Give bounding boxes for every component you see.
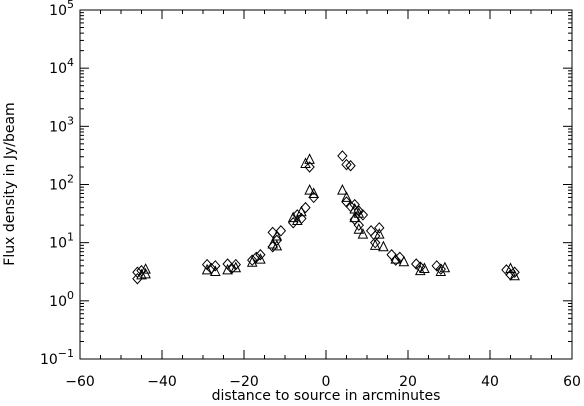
y-tick-labels: 10−1 100 101 102 103 104 105 — [40, 0, 74, 368]
triangle-marker — [398, 255, 410, 267]
triangle-marker — [291, 214, 303, 226]
triangle-marker — [369, 239, 381, 250]
triangle-marker — [509, 269, 520, 281]
diamond-marker — [435, 263, 446, 275]
triangle-marker — [136, 268, 147, 280]
triangle-marker — [304, 153, 315, 164]
y-tick-label: 103 — [49, 114, 74, 135]
diamond-marker — [509, 266, 520, 278]
data-markers — [132, 150, 520, 285]
diamond-marker — [353, 219, 364, 231]
y-tick-label: 100 — [49, 289, 74, 310]
diamond-marker — [247, 254, 258, 266]
diamond-marker — [390, 254, 401, 266]
triangle-marker — [296, 205, 307, 217]
triangle-marker — [271, 239, 283, 251]
diamond-marker — [349, 198, 360, 211]
triangle-marker — [378, 240, 389, 252]
diamond-marker — [304, 161, 315, 173]
triangle-marker — [230, 261, 242, 273]
diamond-marker — [255, 248, 266, 261]
triangle-marker — [222, 263, 233, 275]
diamond-marker — [267, 226, 278, 239]
triangle-marker — [390, 253, 402, 264]
y-axis-title: Flux density in Jy/beam — [2, 102, 18, 265]
triangle-marker — [308, 187, 320, 199]
diamond-marker — [370, 236, 381, 249]
triangle-marker — [349, 211, 361, 223]
y-tick-label: 102 — [49, 173, 74, 194]
diamond-marker — [136, 264, 147, 277]
x-tick-label: −40 — [147, 374, 177, 390]
triangle-marker — [435, 265, 447, 276]
diamond-marker — [431, 260, 442, 272]
diamond-marker — [345, 160, 356, 172]
triangle-marker — [337, 184, 348, 195]
triangle-marker — [353, 207, 365, 218]
triangle-marker — [373, 228, 385, 239]
diamond-marker — [210, 260, 221, 272]
y-tick-label: 10−1 — [40, 347, 74, 368]
triangle-marker — [140, 267, 151, 279]
triangle-marker — [357, 228, 369, 239]
x-tick-label: 20 — [399, 374, 417, 390]
diamond-marker — [337, 150, 348, 162]
triangle-marker — [414, 264, 426, 276]
diamond-marker — [271, 234, 282, 247]
triangle-marker — [287, 211, 299, 223]
triangle-marker — [304, 184, 315, 195]
plot-frame — [79, 9, 573, 360]
x-tick-label: 40 — [481, 374, 499, 390]
diamond-marker — [341, 158, 352, 171]
diamond-marker — [132, 272, 143, 285]
x-tick-label: −20 — [229, 374, 259, 390]
y-tick-label: 101 — [49, 231, 74, 252]
triangle-marker — [201, 263, 213, 275]
y-tick-label: 104 — [49, 56, 74, 77]
triangle-marker — [209, 265, 221, 276]
triangle-marker — [341, 191, 352, 202]
diamond-marker — [374, 222, 385, 234]
triangle-marker — [267, 237, 279, 249]
y-tick-label: 105 — [49, 0, 74, 19]
diamond-marker — [300, 201, 311, 214]
diamond-marker — [308, 191, 319, 204]
triangle-marker — [505, 262, 516, 273]
triangle-marker — [246, 256, 258, 267]
x-tick-labels: −60 −40 −20 0 20 40 60 — [65, 374, 581, 390]
x-tick-label: 0 — [322, 374, 331, 390]
diamond-marker — [411, 258, 422, 270]
triangle-marker — [419, 262, 430, 273]
triangle-marker — [140, 263, 151, 274]
triangle-marker — [439, 261, 451, 273]
x-tick-label: 60 — [563, 374, 581, 390]
triangle-marker — [353, 223, 365, 234]
x-tick-label: −60 — [65, 374, 95, 390]
diamond-marker — [275, 225, 287, 237]
diamond-marker — [230, 258, 241, 271]
triangle-marker — [255, 253, 266, 264]
x-axis-title: distance to source in arcminutes — [212, 388, 441, 404]
